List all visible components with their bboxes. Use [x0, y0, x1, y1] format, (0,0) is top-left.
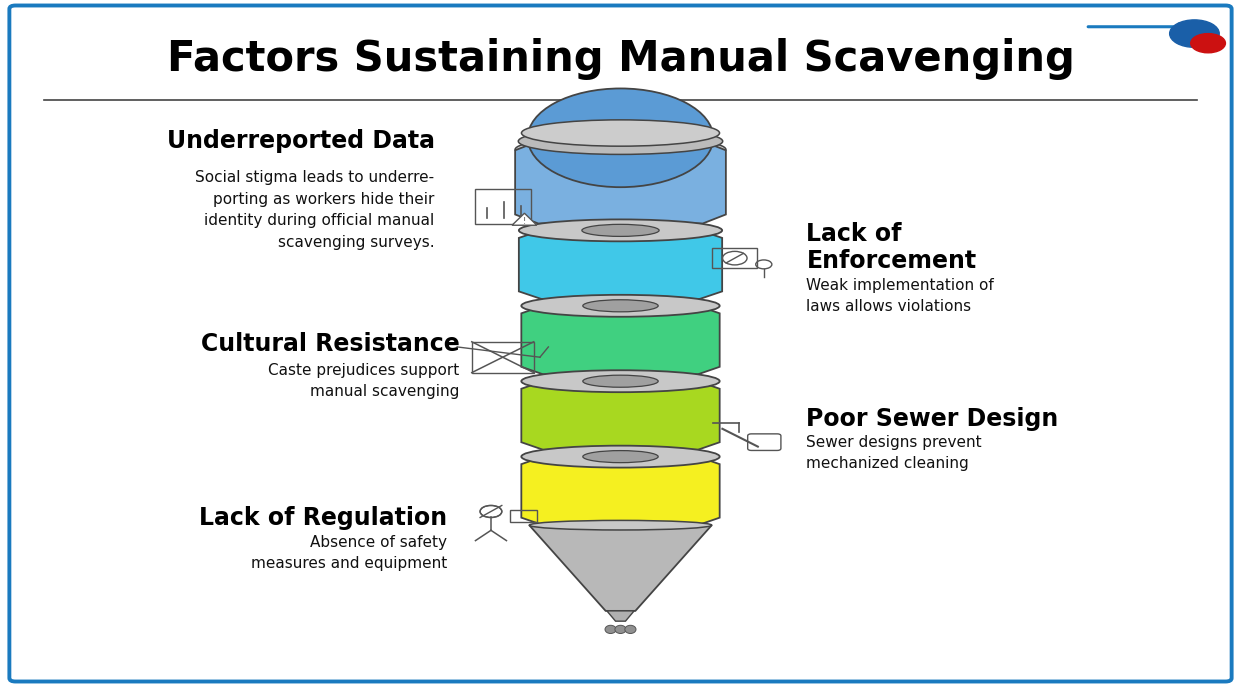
Text: Lack of
Enforcement: Lack of Enforcement: [807, 222, 977, 273]
Text: Absence of safety
measures and equipment: Absence of safety measures and equipment: [251, 534, 447, 571]
Ellipse shape: [519, 219, 722, 241]
Ellipse shape: [582, 225, 659, 236]
Polygon shape: [513, 213, 537, 225]
Ellipse shape: [521, 370, 720, 392]
Text: Cultural Resistance: Cultural Resistance: [201, 332, 459, 355]
Text: Lack of Regulation: Lack of Regulation: [199, 506, 447, 530]
Polygon shape: [521, 381, 720, 450]
Text: Underreported Data: Underreported Data: [166, 129, 434, 153]
Ellipse shape: [583, 375, 658, 387]
Ellipse shape: [624, 625, 635, 633]
Text: Factors Sustaining Manual Scavenging: Factors Sustaining Manual Scavenging: [166, 38, 1075, 80]
Ellipse shape: [515, 136, 726, 163]
Ellipse shape: [521, 120, 720, 146]
Polygon shape: [529, 525, 712, 611]
Ellipse shape: [521, 446, 720, 468]
Text: Social stigma leads to underre-
porting as workers hide their
identity during of: Social stigma leads to underre- porting …: [195, 170, 434, 249]
Ellipse shape: [527, 89, 714, 187]
Ellipse shape: [583, 451, 658, 462]
Circle shape: [1190, 34, 1225, 53]
Circle shape: [1170, 20, 1219, 47]
Ellipse shape: [529, 520, 712, 530]
Ellipse shape: [519, 128, 722, 155]
FancyBboxPatch shape: [10, 5, 1231, 682]
Text: Weak implementation of
laws allows violations: Weak implementation of laws allows viola…: [807, 278, 994, 313]
Polygon shape: [607, 611, 634, 621]
Polygon shape: [521, 457, 720, 525]
Text: Caste prejudices support
manual scavenging: Caste prejudices support manual scavengi…: [268, 363, 459, 399]
Ellipse shape: [583, 300, 658, 312]
Polygon shape: [521, 306, 720, 374]
Polygon shape: [519, 230, 722, 299]
Polygon shape: [515, 142, 726, 223]
Text: Poor Sewer Design: Poor Sewer Design: [807, 407, 1059, 431]
Ellipse shape: [606, 625, 617, 633]
Text: !: !: [522, 217, 526, 226]
Ellipse shape: [616, 625, 625, 633]
Ellipse shape: [521, 295, 720, 317]
Text: Sewer designs prevent
mechanized cleaning: Sewer designs prevent mechanized cleanin…: [807, 435, 982, 471]
